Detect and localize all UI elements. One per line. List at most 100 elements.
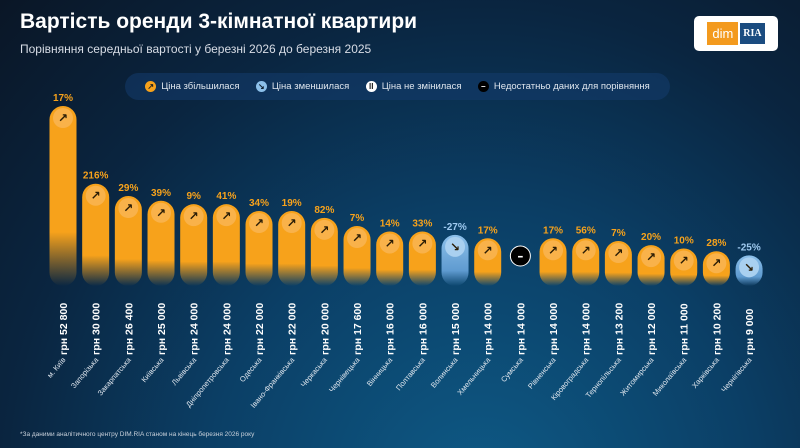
value-label: грн 30 000 bbox=[91, 303, 103, 355]
category-label: Львівська bbox=[170, 355, 199, 387]
change-label: 17% bbox=[543, 225, 563, 236]
category-label: Сумська bbox=[499, 355, 525, 384]
value-label: грн 14 000 bbox=[581, 303, 593, 355]
category-label: Одеська bbox=[238, 355, 264, 384]
change-label: 20% bbox=[641, 232, 661, 243]
status-up-circle bbox=[477, 240, 498, 261]
arrow-up-right-icon: ↗ bbox=[352, 231, 362, 245]
arrow-up-right-icon: ↗ bbox=[319, 223, 329, 237]
status-up-circle bbox=[379, 233, 400, 254]
change-label: 28% bbox=[706, 238, 726, 249]
category-label: м. Київ bbox=[45, 355, 67, 379]
category-label: Миколаївська bbox=[651, 355, 689, 398]
arrow-up-right-icon: ↗ bbox=[483, 243, 493, 257]
status-up-circle bbox=[281, 213, 302, 233]
bar bbox=[49, 106, 77, 286]
status-up-circle bbox=[412, 233, 433, 254]
value-label: грн 13 200 bbox=[613, 303, 625, 355]
value-label: грн 26 400 bbox=[123, 303, 135, 355]
footnote: *За даними аналітичного центру DIM.RIA с… bbox=[20, 431, 255, 438]
change-label: -27% bbox=[443, 222, 466, 233]
minus-icon: – bbox=[477, 81, 489, 92]
change-label: 29% bbox=[118, 183, 138, 194]
logo-ria: RIA bbox=[740, 23, 765, 44]
arrow-down-right-icon: ↘ bbox=[744, 260, 754, 274]
value-label: грн 24 000 bbox=[221, 303, 233, 355]
dim-ria-logo: dim RIA bbox=[694, 16, 778, 51]
arrow-up-right-icon: ↗ bbox=[58, 111, 68, 125]
legend-label: Ціна зменшилася bbox=[271, 81, 350, 92]
value-label: грн 15 000 bbox=[450, 303, 462, 355]
legend-item-na: – Недостатньо даних для порівняння bbox=[477, 81, 650, 92]
status-up-circle bbox=[706, 253, 727, 274]
page-subtitle: Порівняння середньої вартості у березні … bbox=[20, 42, 372, 56]
status-up-circle bbox=[673, 250, 694, 271]
value-label: грн 9 000 bbox=[744, 309, 756, 355]
status-up-circle bbox=[53, 108, 73, 128]
category-label: Харківська bbox=[690, 355, 722, 390]
value-label: грн 22 000 bbox=[254, 303, 266, 355]
arrow-up-right-icon: ↗ bbox=[711, 256, 721, 270]
status-down-circle bbox=[445, 236, 466, 257]
change-label: 17% bbox=[478, 225, 498, 236]
bar bbox=[180, 204, 208, 286]
legend-item-up: ↗ Ціна збільшилася bbox=[145, 81, 239, 92]
pause-icon: ll bbox=[365, 81, 377, 92]
arrow-down-right-icon: ↘ bbox=[255, 81, 267, 92]
category-label: Київська bbox=[139, 355, 166, 384]
category-label: Черкаська bbox=[299, 355, 330, 389]
value-label: грн 16 000 bbox=[417, 303, 429, 355]
category-label: Полтавська bbox=[394, 355, 427, 392]
change-label: 82% bbox=[314, 205, 334, 216]
value-label: грн 20 000 bbox=[319, 303, 331, 355]
status-up-circle bbox=[314, 219, 335, 240]
page-title: Вартість оренди 3-кімнатної квартири bbox=[20, 10, 418, 33]
status-up-circle bbox=[118, 198, 139, 218]
status-up-circle bbox=[641, 247, 662, 268]
change-label: 14% bbox=[380, 218, 400, 229]
legend: ↗ Ціна збільшилася ↘ Ціна зменшилася ll Цін… bbox=[125, 73, 670, 100]
change-label: 19% bbox=[282, 198, 302, 209]
status-up-circle bbox=[249, 213, 270, 233]
arrow-up-right-icon: ↗ bbox=[156, 206, 166, 220]
category-label: Хмельницька bbox=[455, 355, 492, 397]
category-label: Запорізька bbox=[69, 355, 101, 390]
status-down-circle bbox=[739, 257, 760, 278]
change-label: 7% bbox=[611, 228, 626, 239]
status-up-circle bbox=[183, 206, 204, 227]
minus-icon: – bbox=[517, 249, 523, 263]
change-label: 216% bbox=[83, 171, 109, 182]
arrow-up-right-icon: ↗ bbox=[581, 243, 591, 257]
bar bbox=[147, 200, 175, 286]
value-label: грн 14 000 bbox=[548, 303, 560, 355]
legend-item-down: ↘ Ціна зменшилася bbox=[255, 81, 350, 92]
category-label: Чернігівська bbox=[719, 355, 754, 394]
arrow-up-right-icon: ↗ bbox=[613, 246, 623, 260]
status-up-circle bbox=[347, 228, 368, 248]
value-label: грн 52 800 bbox=[58, 303, 70, 355]
value-label: грн 10 200 bbox=[711, 303, 723, 355]
value-label: грн 14 000 bbox=[515, 303, 527, 355]
status-na-circle bbox=[509, 245, 531, 267]
change-label: 33% bbox=[412, 218, 432, 229]
legend-label: Ціна не змінилася bbox=[381, 81, 462, 92]
change-label: 9% bbox=[186, 191, 201, 202]
status-up-circle bbox=[151, 202, 172, 223]
legend-label: Ціна збільшилася bbox=[161, 81, 240, 92]
change-label: 17% bbox=[53, 93, 73, 104]
arrow-up-right-icon: ↗ bbox=[221, 209, 231, 223]
arrow-up-right-icon: ↗ bbox=[385, 236, 395, 250]
bar bbox=[212, 204, 240, 286]
value-label: грн 22 000 bbox=[287, 303, 299, 355]
change-label: 41% bbox=[216, 191, 236, 202]
change-label: 34% bbox=[249, 198, 269, 209]
arrow-up-right-icon: ↗ bbox=[679, 254, 689, 268]
arrow-up-right-icon: ↗ bbox=[123, 201, 133, 215]
category-label: Рівненська bbox=[526, 355, 558, 391]
value-label: грн 14 000 bbox=[483, 303, 495, 355]
change-label: -25% bbox=[737, 242, 760, 253]
category-label: Чернівецька bbox=[327, 355, 362, 394]
arrow-up-right-icon: ↗ bbox=[417, 236, 427, 250]
legend-item-same: ll Ціна не змінилася bbox=[365, 81, 462, 92]
